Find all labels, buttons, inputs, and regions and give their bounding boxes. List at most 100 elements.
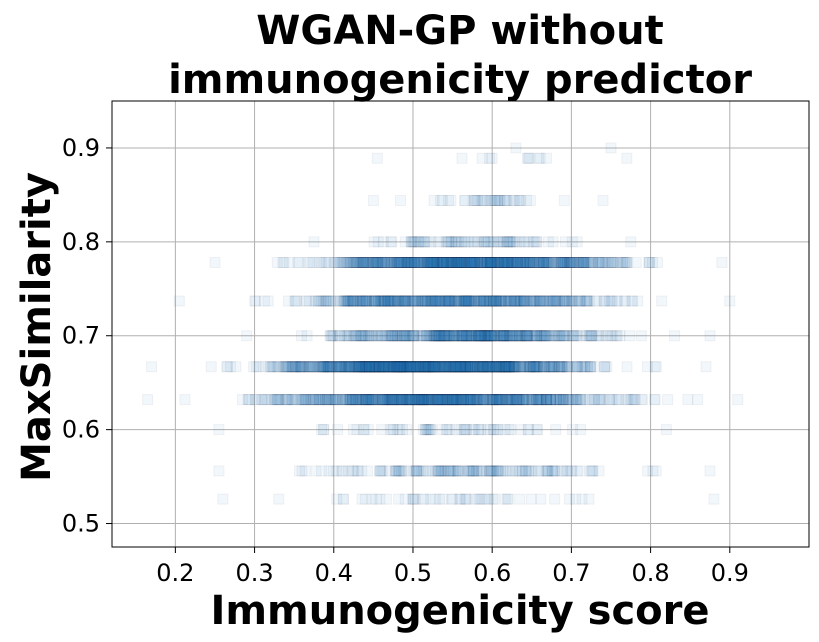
scatter-point (372, 295, 384, 307)
scatter-point (419, 394, 431, 406)
scatter-point (390, 295, 402, 307)
scatter-point (469, 257, 481, 268)
scatter-point (457, 330, 469, 342)
scatter-point (469, 236, 481, 248)
scatter-point (501, 295, 513, 307)
scatter-point (520, 330, 532, 342)
scatter-point (340, 295, 352, 307)
scatter-point (619, 257, 631, 268)
scatter-point (585, 330, 597, 342)
scatter-point (282, 295, 294, 307)
scatter-point (463, 330, 475, 342)
scatter-point (558, 257, 570, 268)
scatter-point (511, 257, 523, 268)
scatter-point (388, 295, 400, 307)
scatter-point (497, 257, 509, 268)
scatter-point (391, 257, 403, 268)
scatter-point (473, 330, 485, 342)
scatter-point (389, 330, 401, 342)
scatter-point (405, 257, 417, 268)
scatter-point (516, 330, 528, 342)
scatter-point (385, 295, 397, 307)
scatter-point (471, 330, 483, 342)
scatter-point (501, 257, 513, 268)
scatter-point (386, 295, 398, 307)
scatter-point (499, 257, 511, 268)
scatter-point (451, 330, 463, 342)
scatter-point (479, 330, 491, 342)
scatter-point (521, 257, 533, 268)
scatter-point (361, 295, 373, 307)
scatter-point (379, 295, 391, 307)
scatter-point (579, 295, 591, 307)
scatter-point (392, 257, 404, 268)
scatter-point (464, 295, 476, 307)
scatter-point (530, 295, 542, 307)
scatter-point (593, 257, 605, 268)
scatter-point (420, 257, 432, 268)
scatter-point (498, 257, 510, 268)
scatter-point (480, 257, 492, 268)
scatter-point (523, 257, 535, 268)
scatter-point (515, 257, 527, 268)
scatter-point (293, 257, 305, 268)
scatter-point (473, 330, 485, 342)
scatter-point (456, 236, 468, 248)
scatter-point (622, 257, 634, 268)
scatter-point (459, 295, 471, 307)
scatter-point (488, 493, 500, 505)
scatter-point (425, 257, 437, 268)
scatter-point (370, 295, 382, 307)
scatter-point (510, 257, 522, 268)
scatter-point (591, 295, 603, 307)
scatter-point (466, 257, 478, 268)
scatter-point (495, 330, 507, 342)
scatter-point (414, 257, 426, 268)
scatter-point (368, 330, 380, 342)
scatter-point (425, 295, 437, 307)
scatter-point (575, 257, 587, 268)
scatter-point (248, 361, 260, 373)
scatter-point (704, 465, 716, 477)
scatter-point (399, 295, 411, 307)
scatter-point (418, 295, 430, 307)
scatter-point (341, 257, 353, 268)
scatter-point (518, 295, 530, 307)
scatter-point (621, 257, 633, 268)
scatter-point (581, 257, 593, 268)
scatter-point (450, 330, 462, 342)
scatter-point (497, 330, 509, 342)
scatter-point (556, 257, 568, 268)
scatter-point (439, 257, 451, 268)
scatter-point (377, 236, 389, 248)
scatter-point (460, 295, 472, 307)
scatter-point (507, 257, 519, 268)
scatter-point (399, 295, 411, 307)
scatter-point (452, 295, 464, 307)
scatter-point (526, 257, 538, 268)
scatter-point (417, 257, 429, 268)
scatter-point (359, 330, 371, 342)
scatter-point (470, 195, 482, 207)
scatter-point (407, 330, 419, 342)
scatter-point (568, 330, 580, 342)
scatter-point (529, 257, 541, 268)
scatter-point (461, 330, 473, 342)
scatter-point (385, 295, 397, 307)
scatter-point (399, 295, 411, 307)
scatter-point (478, 295, 490, 307)
scatter-point (343, 330, 355, 342)
scatter-point (465, 295, 477, 307)
scatter-point (503, 257, 515, 268)
scatter-point (528, 257, 540, 268)
scatter-point (461, 295, 472, 307)
scatter-point (460, 295, 472, 307)
scatter-point (430, 330, 442, 342)
scatter-point (486, 257, 498, 268)
scatter-point (436, 195, 448, 207)
scatter-point (439, 295, 451, 307)
scatter-point (518, 257, 530, 268)
scatter-point (544, 295, 556, 307)
scatter-point (485, 330, 497, 342)
scatter-point (572, 295, 584, 307)
